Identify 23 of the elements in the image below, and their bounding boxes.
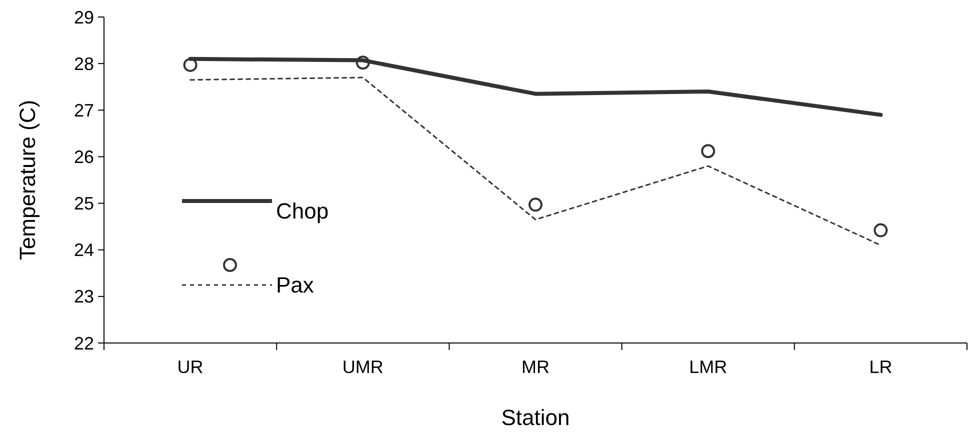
y-tick-label: 24 bbox=[74, 240, 94, 260]
point bbox=[183, 58, 198, 72]
x-tick-label: MR bbox=[522, 357, 550, 377]
x-tick-label: UR bbox=[177, 357, 204, 377]
point bbox=[356, 56, 370, 70]
y-tick-label: 29 bbox=[74, 7, 94, 28]
y-tick-label: 26 bbox=[74, 147, 94, 168]
x-tick-label: UMR bbox=[342, 357, 384, 377]
y-tick-label: 27 bbox=[74, 100, 94, 120]
legend-label: Pax bbox=[276, 272, 314, 298]
line-series bbox=[190, 76, 882, 246]
y-tick-label: 22 bbox=[74, 333, 94, 354]
point bbox=[701, 144, 716, 158]
x-tick-label: LMR bbox=[689, 357, 728, 377]
point bbox=[874, 223, 888, 238]
x-axis-title: Station bbox=[501, 405, 570, 430]
y-tick-label: 28 bbox=[74, 54, 94, 74]
x-tick-label: LR bbox=[869, 357, 892, 377]
y-axis-title: Temperature (C) bbox=[15, 100, 40, 260]
point bbox=[528, 198, 542, 212]
y-tick-label: 25 bbox=[74, 194, 94, 214]
legend-label: Chop bbox=[276, 198, 329, 224]
y-tick-label: 23 bbox=[74, 286, 94, 307]
